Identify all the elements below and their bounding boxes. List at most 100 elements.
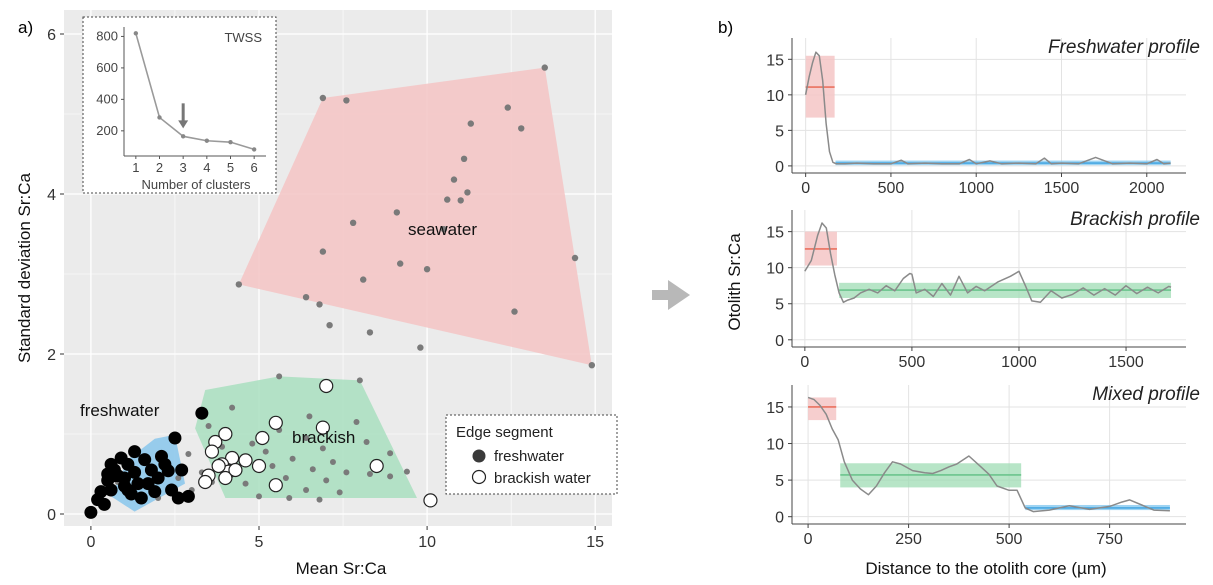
seawater-point xyxy=(467,120,474,127)
profile-y-tick-label: 15 xyxy=(766,400,784,417)
x-tick-label: 10 xyxy=(418,534,436,551)
profile-x-tick-label: 750 xyxy=(1096,531,1123,548)
freshwater-edge-point xyxy=(104,483,118,497)
legend-marker-brackish xyxy=(471,469,487,485)
inset-x-tick-label: 5 xyxy=(227,160,234,175)
seawater-point xyxy=(349,219,357,226)
profile-y-tick-label: 0 xyxy=(775,159,784,176)
profile-x-tick-label: 0 xyxy=(801,180,810,197)
seawater-hull xyxy=(238,67,592,366)
profile-title: Brackish profile xyxy=(1070,209,1200,230)
seawater-point xyxy=(444,196,451,203)
freshwater-edge-point xyxy=(154,449,168,463)
brackish-point xyxy=(309,466,316,473)
brackish-edge-point xyxy=(251,458,267,474)
seawater-group-label: seawater xyxy=(408,220,477,239)
profile-x-tick-label: 1500 xyxy=(1108,354,1144,371)
freshwater-edge-point xyxy=(138,453,152,467)
profile-line xyxy=(804,222,1172,304)
freshwater-edge-point xyxy=(195,406,209,420)
profile-y-tick-label: 10 xyxy=(766,88,784,105)
profile-y-tick-label: 0 xyxy=(775,510,784,527)
seawater-point xyxy=(457,197,464,204)
brackish-point xyxy=(353,419,360,425)
inset-title: TWSS xyxy=(224,30,262,45)
brackish-edge-point xyxy=(218,470,233,486)
freshwater-profile-chart: 0 500 1000 1500 2000 0 5 10 15 Freshwater profile xyxy=(766,37,1200,197)
brackish-point xyxy=(363,439,370,445)
brackish-point xyxy=(269,463,276,469)
brackish-point xyxy=(289,455,296,462)
mixed-profile-chart: 0 250 500 750 0 5 10 15 Mixed profile xyxy=(766,384,1200,548)
freshwater-edge-point xyxy=(168,431,182,445)
inset-y-tick-label: 400 xyxy=(96,91,118,106)
twss-point xyxy=(180,134,186,139)
profile-y-tick-label: 10 xyxy=(766,261,784,278)
brackish-point xyxy=(403,468,410,475)
elbow-arrow-head-icon xyxy=(178,120,189,129)
freshwater-edge-point xyxy=(151,471,165,485)
seawater-point xyxy=(396,260,404,267)
profile-x-tick-label: 500 xyxy=(899,354,926,371)
panel-b-label: b) xyxy=(718,18,733,37)
brackish-point xyxy=(366,471,373,477)
freshwater-edge-point xyxy=(118,479,132,493)
scatter-y-axis-label: Standard deviation Sr:Ca xyxy=(15,172,34,362)
twss-point xyxy=(228,139,233,145)
brackish-point xyxy=(175,475,182,481)
seawater-point xyxy=(504,104,511,111)
legend-title: Edge segment xyxy=(456,424,554,441)
x-tick-label: 0 xyxy=(86,534,95,551)
brackish-point xyxy=(343,469,350,476)
profile-title: Mixed profile xyxy=(1092,384,1200,405)
seawater-point xyxy=(343,97,350,104)
y-tick-label: 2 xyxy=(47,347,56,364)
seawater-point xyxy=(235,281,243,288)
freshwater-edge-point xyxy=(94,485,108,499)
freshwater-edge-point xyxy=(175,463,189,477)
seawater-point xyxy=(440,226,448,233)
profile-y-axis-label: Otolith Sr:Ca xyxy=(725,233,744,331)
seawater-point xyxy=(541,64,548,71)
brackish-point xyxy=(323,477,330,484)
profile-x-tick-label: 1000 xyxy=(958,180,994,197)
profile-x-axis-label: Distance to the otolith core (µm) xyxy=(865,559,1106,578)
inset-x-tick-label: 1 xyxy=(132,160,139,175)
freshwater-edge-point xyxy=(148,485,162,499)
freshwater-edge-point xyxy=(171,491,185,505)
seawater-point xyxy=(319,248,327,255)
panel-a-label: a) xyxy=(18,18,33,37)
profile-x-tick-label: 2000 xyxy=(1129,180,1165,197)
inset-x-tick-label: 4 xyxy=(203,160,210,175)
brackish-edge-point xyxy=(423,493,438,508)
inset-x-axis-label: Number of clusters xyxy=(141,177,251,192)
scatter-x-axis-label: Mean Sr:Ca xyxy=(296,559,387,578)
brackish-edge-point xyxy=(315,420,330,435)
brackish-point xyxy=(329,459,336,465)
seawater-point xyxy=(417,344,424,351)
freshwater-edge-point xyxy=(97,497,111,511)
twss-point xyxy=(157,115,162,120)
legend-label-brackish: brackish water xyxy=(494,470,591,487)
brackish-point xyxy=(205,423,212,429)
inset-x-tick-label: 3 xyxy=(180,160,187,175)
inset-frame xyxy=(82,16,277,194)
seawater-point xyxy=(302,294,310,301)
seawater-point xyxy=(518,125,525,132)
profile-x-tick-label: 0 xyxy=(804,531,813,548)
freshwater-edge-point xyxy=(128,445,142,459)
inset-x-tick-label: 2 xyxy=(156,160,163,175)
seawater-point xyxy=(319,94,327,102)
brackish-point xyxy=(336,489,343,496)
brackish-point xyxy=(316,496,323,503)
profile-y-tick-label: 15 xyxy=(766,225,784,242)
edge-segment-legend: Edge segment freshwater brackish water xyxy=(445,414,618,495)
brackish-point xyxy=(319,445,326,452)
brackish-edge-point xyxy=(268,415,283,430)
brackish-point xyxy=(303,487,310,493)
seawater-point xyxy=(360,276,367,283)
scatter-points xyxy=(84,64,596,519)
